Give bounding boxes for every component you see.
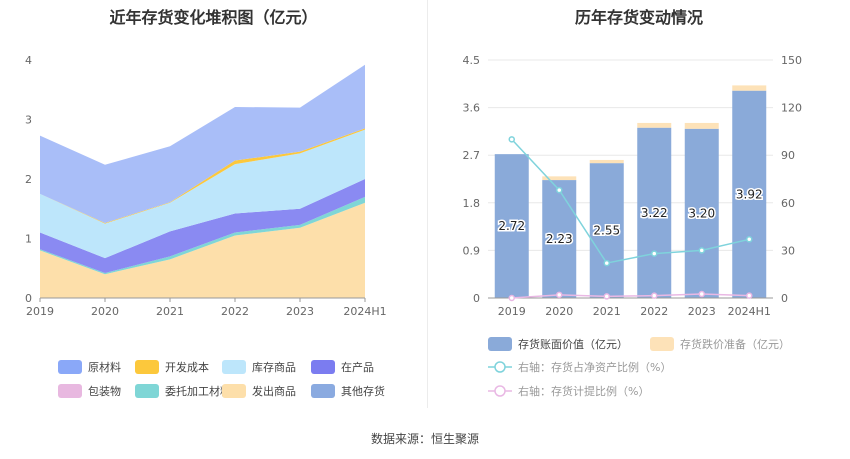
line-point — [603, 293, 610, 300]
source-prefix: 数据来源： — [370, 432, 431, 446]
x-tick-label: 2024H1 — [728, 305, 771, 318]
legend-label: 存货账面价值（亿元） — [518, 337, 628, 351]
x-tick-label: 2021 — [593, 305, 621, 318]
bar-value-label: 2.23 — [546, 232, 573, 246]
legend-label: 委托加工材料 — [165, 384, 231, 398]
left-chart-title: 近年存货变化堆积图（亿元） — [109, 8, 318, 27]
area-series — [40, 202, 365, 298]
source-name: 恒生聚源 — [431, 432, 480, 446]
line-point — [508, 136, 515, 143]
inventory-bar-chart: 0 0.9 1.8 2.7 3.6 4.5 0 30 60 90 120 150 2.72 2.23 2.5… — [463, 54, 803, 398]
line-point — [698, 247, 705, 254]
x-tick-label: 2020 — [91, 305, 119, 318]
line-series — [511, 293, 750, 299]
y2-tick-label: 60 — [781, 197, 795, 210]
y-tick-label: 3 — [25, 114, 32, 127]
legend-label: 其他存货 — [341, 384, 385, 398]
bar-provision — [732, 85, 767, 91]
legend-label: 右轴：存货计提比例（%） — [518, 384, 649, 398]
legend-swatch — [222, 360, 246, 374]
y2-tick-label: 150 — [781, 54, 802, 67]
line-series — [511, 138, 750, 264]
y-tick-label: 2.7 — [463, 149, 481, 162]
area-series — [40, 179, 365, 274]
legend-label: 右轴：存货占净资产比例（%） — [518, 360, 671, 374]
bar-book-value — [684, 128, 719, 298]
line-point — [746, 292, 753, 299]
y-tick-label: 0 — [473, 292, 480, 305]
area-series — [40, 64, 365, 224]
y-tick-label: 4 — [25, 54, 32, 67]
data-source: 数据来源：恒生聚源 — [0, 430, 850, 447]
legend-swatch — [222, 384, 246, 398]
y-tick-label: 1 — [25, 233, 32, 246]
x-tick-label: 2024H1 — [343, 305, 386, 318]
line-point — [698, 290, 705, 298]
bar-book-value — [732, 90, 767, 298]
bar-provision — [542, 176, 577, 181]
panel-divider — [427, 0, 428, 408]
line-point — [556, 291, 563, 299]
right-chart-title: 历年存货变动情况 — [574, 8, 703, 27]
legend-swatch — [311, 384, 335, 398]
legend-label: 原材料 — [88, 360, 121, 374]
line-point — [556, 186, 563, 194]
bar-value-label: 3.92 — [736, 187, 763, 201]
legend-label: 开发成本 — [165, 360, 209, 374]
y2-tick-label: 0 — [781, 292, 788, 305]
y-tick-label: 4.5 — [463, 54, 481, 67]
x-tick-label: 2020 — [545, 305, 573, 318]
line-point — [651, 292, 658, 299]
bar-value-label: 3.22 — [641, 206, 668, 220]
x-tick-label: 2022 — [221, 305, 249, 318]
x-tick-label: 2022 — [640, 305, 668, 318]
legend-swatch — [58, 384, 82, 398]
legend-swatch — [58, 360, 82, 374]
bar-provision — [637, 122, 672, 128]
bar-book-value — [589, 163, 624, 298]
legend-marker — [494, 361, 506, 373]
bar-value-label: 3.20 — [688, 206, 715, 220]
bar-provision — [589, 159, 624, 164]
legend-swatch — [135, 384, 159, 398]
bar-book-value — [494, 154, 529, 298]
legend-swatch — [135, 360, 159, 374]
y2-tick-label: 90 — [781, 149, 795, 162]
bar-book-value — [637, 127, 672, 298]
y-tick-label: 0 — [25, 292, 32, 305]
legend-label: 库存商品 — [252, 360, 296, 374]
bar-value-label: 2.72 — [498, 219, 525, 233]
legend-label: 包装物 — [88, 384, 121, 398]
line-point — [651, 250, 658, 257]
bar-value-label: 2.55 — [593, 224, 620, 238]
line-point — [508, 294, 515, 302]
legend-marker — [494, 385, 506, 397]
x-tick-label: 2021 — [156, 305, 184, 318]
legend-swatch — [650, 337, 674, 351]
area-series — [40, 129, 365, 259]
x-tick-label: 2019 — [26, 305, 54, 318]
y-tick-label: 2 — [25, 173, 32, 186]
x-tick-label: 2019 — [498, 305, 526, 318]
legend-swatch — [488, 337, 512, 351]
bar-provision — [684, 122, 719, 129]
legend-label: 在产品 — [341, 360, 374, 374]
y2-tick-label: 120 — [781, 102, 802, 115]
y-tick-label: 1.8 — [463, 197, 481, 210]
stacked-area-chart: 0 1 2 3 4 2019 2020 2021 2022 2023 2024H1 原材料 开发成本 库存… — [25, 54, 387, 398]
legend-label: 存货跌价准备（亿元） — [680, 337, 790, 351]
legend-swatch — [311, 360, 335, 374]
x-tick-label: 2023 — [286, 305, 314, 318]
x-tick-label: 2023 — [688, 305, 716, 318]
legend-label: 发出商品 — [252, 384, 296, 398]
line-point — [746, 236, 753, 243]
y-tick-label: 0.9 — [463, 244, 481, 257]
bar-book-value — [542, 180, 577, 298]
y2-tick-label: 30 — [781, 244, 795, 257]
line-point — [603, 259, 610, 267]
y-tick-label: 3.6 — [463, 102, 481, 115]
